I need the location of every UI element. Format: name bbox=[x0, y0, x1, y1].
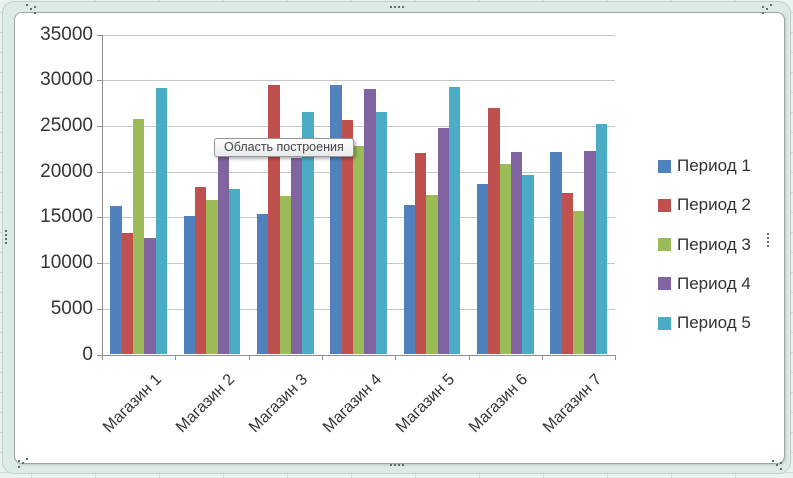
bar-период-3-магазин-7[interactable] bbox=[572, 210, 585, 355]
y-axis-label: 30000 bbox=[40, 69, 93, 91]
legend-item[interactable]: Период 4 bbox=[658, 274, 751, 294]
x-axis-tick bbox=[468, 354, 470, 360]
y-axis-tick bbox=[97, 80, 102, 82]
legend-item[interactable]: Период 2 bbox=[658, 195, 751, 215]
y-axis-line bbox=[102, 34, 103, 355]
bar-период-2-магазин-3[interactable] bbox=[268, 84, 280, 355]
bar-период-2-магазин-5[interactable] bbox=[415, 153, 427, 355]
bar-период-2-магазин-1[interactable] bbox=[121, 232, 134, 355]
bar-период-1-магазин-6[interactable] bbox=[477, 183, 489, 355]
bar-период-5-магазин-2[interactable] bbox=[228, 189, 241, 355]
y-axis-tick bbox=[97, 217, 102, 219]
resize-handle-top-left[interactable] bbox=[26, 4, 28, 6]
legend-item[interactable]: Период 1 bbox=[658, 156, 751, 176]
bar-период-4-магазин-1[interactable] bbox=[144, 238, 156, 355]
bar-период-4-магазин-6[interactable] bbox=[510, 152, 523, 355]
legend-marker-icon bbox=[658, 316, 671, 330]
bar-период-5-магазин-1[interactable] bbox=[155, 87, 167, 355]
x-axis-tick bbox=[541, 354, 543, 360]
bar-период-3-магазин-3[interactable] bbox=[279, 196, 291, 355]
y-axis-tick bbox=[97, 125, 102, 127]
x-axis-tick bbox=[615, 354, 617, 360]
bar-период-5-магазин-6[interactable] bbox=[522, 175, 534, 355]
legend-marker-icon bbox=[658, 198, 671, 212]
y-axis-label: 20000 bbox=[40, 160, 93, 182]
plot-area-tooltip: Область построения bbox=[214, 138, 354, 157]
y-axis-tick bbox=[97, 171, 102, 173]
legend-marker-icon bbox=[658, 277, 671, 291]
bar-период-1-магазин-7[interactable] bbox=[550, 152, 562, 355]
y-axis-label: 10000 bbox=[40, 252, 93, 274]
bar-период-2-магазин-6[interactable] bbox=[488, 107, 500, 355]
bar-период-2-магазин-7[interactable] bbox=[561, 192, 573, 355]
bar-период-2-магазин-4[interactable] bbox=[341, 119, 353, 355]
legend-label: Период 4 bbox=[677, 273, 751, 293]
bar-период-1-магазин-5[interactable] bbox=[403, 204, 416, 355]
y-axis-tick bbox=[97, 354, 102, 356]
gridline bbox=[102, 80, 616, 82]
y-axis-label: 5000 bbox=[50, 297, 93, 319]
x-axis-tick bbox=[321, 354, 323, 360]
x-axis-tick bbox=[102, 354, 103, 360]
legend-label: Период 5 bbox=[677, 313, 751, 333]
resize-handle-top-right[interactable] bbox=[770, 4, 772, 6]
legend-item[interactable]: Период 5 bbox=[658, 313, 751, 333]
legend-label: Период 3 bbox=[677, 234, 751, 254]
bar-период-3-магазин-4[interactable] bbox=[353, 146, 365, 355]
bar-период-4-магазин-5[interactable] bbox=[437, 127, 449, 355]
bar-период-3-магазин-5[interactable] bbox=[426, 195, 438, 355]
x-axis-tick bbox=[248, 354, 250, 360]
bar-период-3-магазин-6[interactable] bbox=[499, 164, 511, 355]
legend-label: Период 2 bbox=[677, 195, 751, 215]
bar-период-1-магазин-2[interactable] bbox=[183, 216, 196, 355]
y-axis-label: 15000 bbox=[40, 206, 93, 228]
bar-период-3-магазин-2[interactable] bbox=[206, 199, 218, 355]
legend-marker-icon bbox=[658, 238, 671, 252]
bar-период-4-магазин-3[interactable] bbox=[290, 157, 303, 355]
resize-handle-bottom-right[interactable] bbox=[772, 460, 774, 462]
bar-период-5-магазин-5[interactable] bbox=[448, 86, 461, 355]
x-axis-tick bbox=[175, 354, 177, 360]
bar-период-5-магазин-7[interactable] bbox=[595, 124, 607, 355]
bar-период-4-магазин-2[interactable] bbox=[217, 155, 229, 355]
y-axis-tick bbox=[97, 263, 102, 265]
bar-период-1-магазин-3[interactable] bbox=[257, 213, 269, 355]
x-axis-line bbox=[102, 354, 616, 356]
bar-период-3-магазин-1[interactable] bbox=[133, 118, 145, 355]
resize-handle-right-middle[interactable] bbox=[767, 233, 769, 235]
y-axis-label: 0 bbox=[82, 343, 93, 365]
resize-handle-top-middle[interactable] bbox=[390, 6, 392, 8]
bar-период-5-магазин-4[interactable] bbox=[375, 112, 387, 355]
bar-период-2-магазин-2[interactable] bbox=[195, 187, 207, 355]
bar-период-1-магазин-1[interactable] bbox=[110, 206, 122, 355]
y-axis-label: 35000 bbox=[40, 23, 93, 45]
bar-период-4-магазин-7[interactable] bbox=[584, 150, 596, 355]
gridline bbox=[102, 125, 616, 127]
resize-handle-left-middle[interactable] bbox=[5, 230, 7, 232]
legend-marker-icon bbox=[658, 159, 671, 173]
bar-период-5-магазин-3[interactable] bbox=[302, 112, 314, 355]
x-axis-tick bbox=[395, 354, 397, 360]
legend-item[interactable]: Период 3 bbox=[658, 235, 751, 255]
legend-label: Период 1 bbox=[677, 156, 751, 175]
gridline bbox=[102, 34, 616, 36]
resize-handle-bottom-middle[interactable] bbox=[390, 464, 392, 466]
bar-период-4-магазин-4[interactable] bbox=[364, 89, 376, 355]
y-axis-tick bbox=[97, 34, 102, 36]
y-axis-label: 25000 bbox=[40, 114, 93, 136]
resize-handle-bottom-left[interactable] bbox=[26, 458, 28, 460]
y-axis-tick bbox=[97, 308, 102, 310]
bar-период-1-магазин-4[interactable] bbox=[330, 84, 342, 355]
